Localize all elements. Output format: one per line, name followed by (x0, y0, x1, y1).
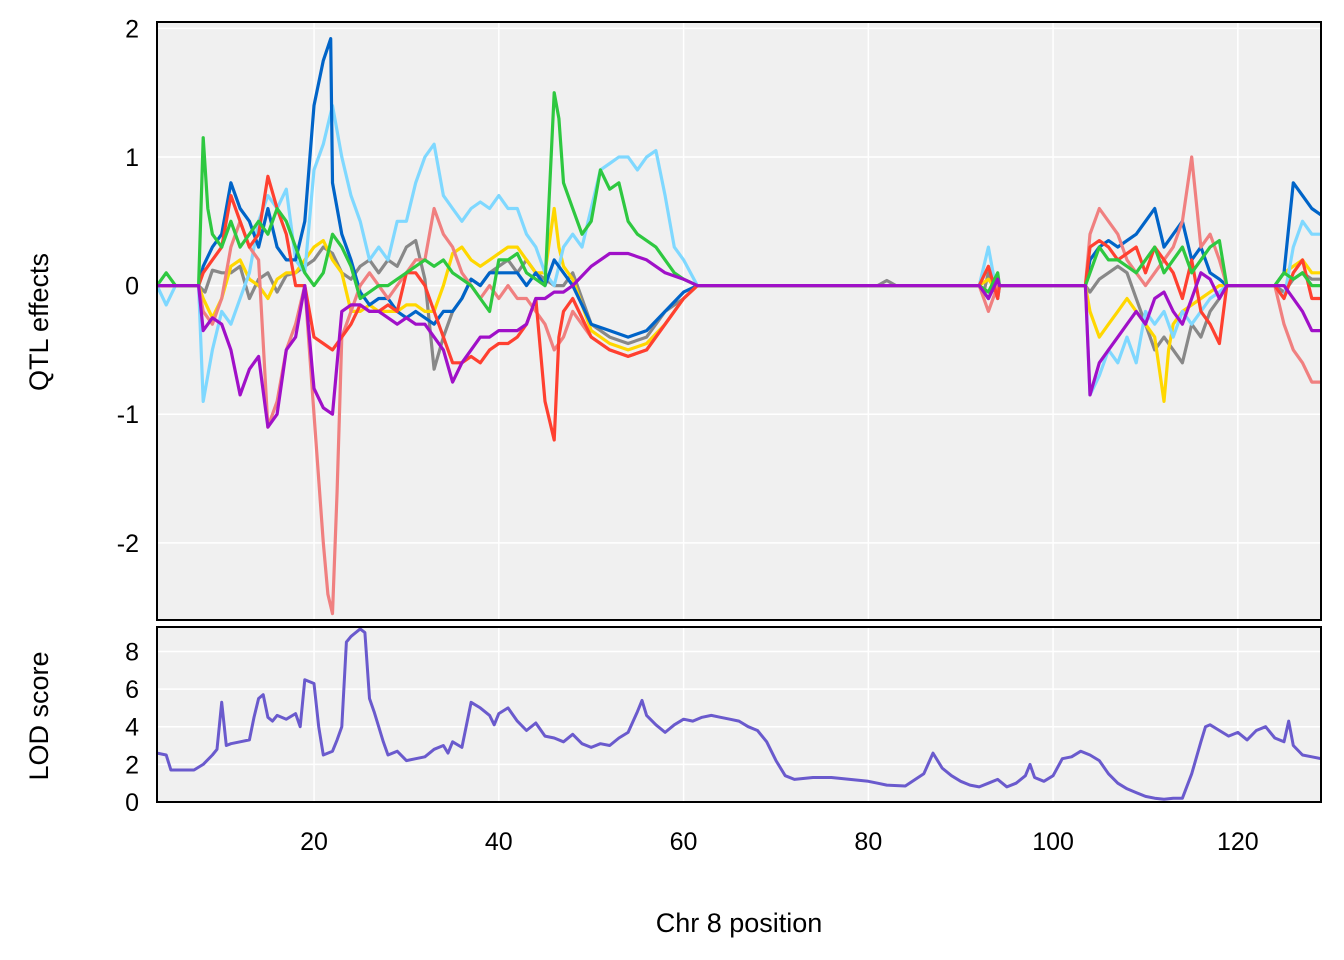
qtl-ytick-label-2: 0 (125, 273, 139, 301)
qtl-effects-axis-title: QTL effects (24, 253, 54, 391)
x-tick-label-4: 100 (1032, 828, 1074, 856)
qtl-ytick-label-3: 1 (125, 144, 139, 172)
lod-ytick-label-3: 6 (125, 676, 139, 704)
qtl-series-3 (157, 37, 1321, 339)
lod-score-axis-title: LOD score (24, 651, 54, 780)
lod-plot-background (157, 627, 1321, 802)
x-tick-label-5: 120 (1217, 828, 1259, 856)
lod-ytick-label-0: 0 (125, 789, 139, 817)
lod-ytick-label-4: 8 (125, 638, 139, 666)
lod-plot-frame (156, 626, 1322, 803)
lod-ytick-label-1: 2 (125, 751, 139, 779)
lod-series-0 (157, 627, 1321, 801)
qtl-ytick-label-0: -2 (117, 530, 139, 558)
qtl-series-7 (157, 251, 1321, 429)
qtl-effects-panel: -2 -1 0 1 2 (117, 15, 1322, 621)
qtl-plot-frame (156, 21, 1322, 621)
x-tick-label-2: 60 (670, 828, 698, 856)
lod-score-panel: 0 2 4 6 8 20 40 60 80 100 120 (125, 626, 1322, 856)
qtl-series-6 (157, 91, 1321, 313)
lod-ytick-label-2: 4 (125, 714, 139, 742)
qtl-ytick-label-4: 2 (125, 15, 139, 43)
qtl-ytick-label-1: -1 (117, 401, 139, 429)
x-tick-label-1: 40 (485, 828, 513, 856)
x-tick-label-3: 80 (854, 828, 882, 856)
x-axis-title: Chr 8 position (656, 908, 823, 938)
x-tick-label-0: 20 (300, 828, 328, 856)
